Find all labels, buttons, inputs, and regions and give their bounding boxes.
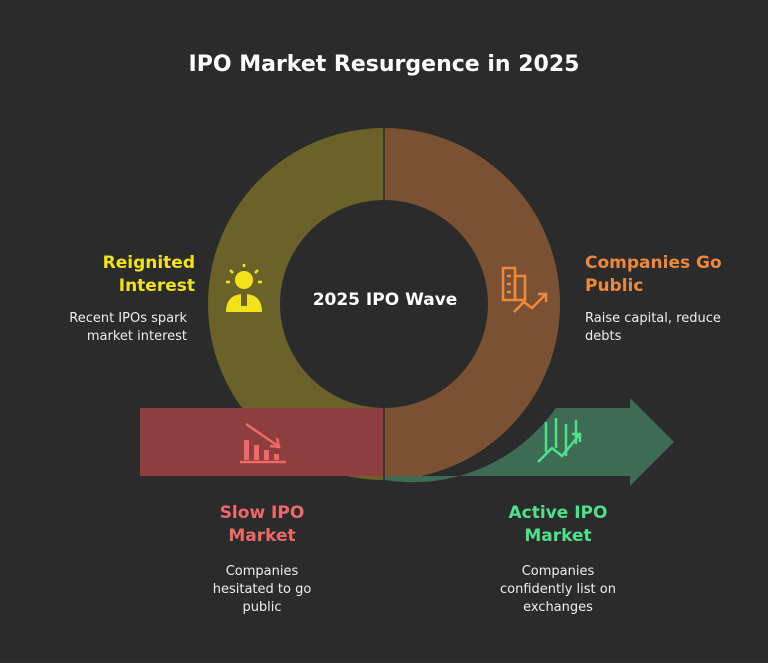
go-public-title-line1: Companies Go bbox=[585, 253, 722, 273]
lightbulb-person-icon bbox=[226, 264, 262, 312]
go-public-title: Companies Go Public bbox=[585, 252, 760, 298]
building-growth-icon bbox=[501, 266, 548, 313]
segment-slow bbox=[140, 408, 384, 476]
reignited-desc-line2: market interest bbox=[86, 329, 187, 344]
go-public-desc: Raise capital, reduce debts bbox=[585, 310, 760, 346]
active-desc-line1: Companies bbox=[521, 564, 595, 579]
segment-go-public bbox=[384, 128, 560, 480]
segment-reignited bbox=[208, 128, 384, 480]
slow-title-line1: Slow IPO bbox=[219, 503, 305, 523]
reignited-title-line1: Reignited bbox=[102, 253, 195, 273]
slow-title: Slow IPO Market bbox=[172, 502, 352, 548]
reignited-desc-line1: Recent IPOs spark bbox=[69, 311, 187, 326]
active-title-line1: Active IPO bbox=[508, 503, 608, 523]
slow-desc-line1: Companies bbox=[225, 564, 299, 579]
slow-desc-line3: public bbox=[242, 600, 282, 615]
center-label: 2025 IPO Wave bbox=[312, 290, 458, 310]
declining-chart-icon bbox=[240, 422, 286, 464]
active-desc-line2: confidently list on bbox=[500, 582, 616, 597]
reignited-title-line2: Interest bbox=[118, 276, 195, 296]
slow-desc: Companies hesitated to go public bbox=[172, 563, 352, 617]
slow-desc-line2: hesitated to go bbox=[212, 582, 312, 597]
segment-active bbox=[384, 398, 674, 486]
active-title-line2: Market bbox=[524, 526, 592, 546]
go-public-title-line2: Public bbox=[585, 276, 644, 296]
reignited-desc: Recent IPOs spark market interest bbox=[30, 310, 187, 346]
diagram-title: IPO Market Resurgence in 2025 bbox=[188, 52, 580, 77]
rising-chart-icon bbox=[537, 418, 582, 463]
active-desc-line3: exchanges bbox=[523, 600, 593, 615]
slow-title-line2: Market bbox=[228, 526, 296, 546]
reignited-title: Reignited Interest bbox=[30, 252, 195, 298]
active-title: Active IPO Market bbox=[468, 502, 648, 548]
go-public-desc-line2: debts bbox=[585, 329, 622, 344]
active-desc: Companies confidently list on exchanges bbox=[468, 563, 648, 617]
go-public-desc-line1: Raise capital, reduce bbox=[585, 311, 721, 326]
